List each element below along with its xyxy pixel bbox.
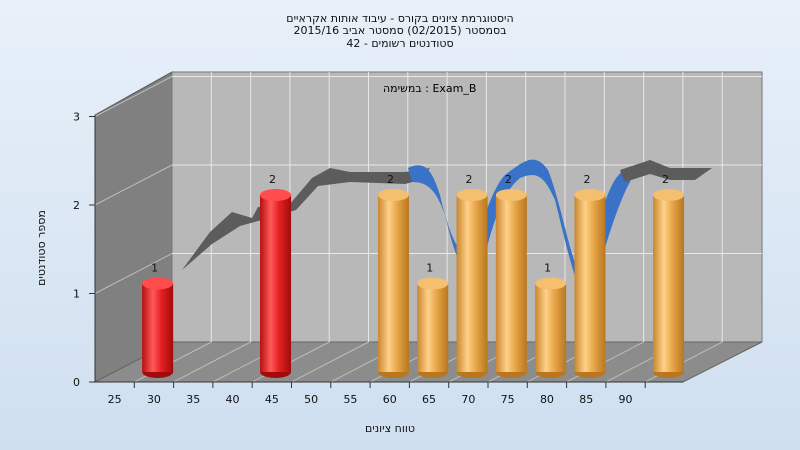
bar-body [142, 283, 174, 372]
x-tick-label: 25 [108, 393, 122, 406]
y-tick-label: 3 [73, 111, 80, 124]
bar-top [456, 189, 488, 201]
bar-cylinder: 2 [260, 173, 292, 378]
x-tick-label: 50 [304, 393, 318, 406]
bar-value-label: 1 [544, 262, 551, 275]
bar-cylinder: 1 [142, 262, 174, 378]
bar-body [456, 195, 488, 372]
y-tick-label: 0 [73, 376, 80, 389]
bar-cylinder: 2 [653, 173, 685, 378]
grid-line-wall [94, 76, 173, 117]
bar-cylinder: 2 [377, 173, 409, 378]
bar-value-label: 2 [583, 173, 590, 186]
x-tick-label: 45 [265, 393, 279, 406]
bar-body [417, 283, 449, 372]
bar-value-label: 1 [151, 262, 158, 275]
y-axis-label: מספר סטודנטים [35, 210, 48, 286]
bar-body [574, 195, 606, 372]
bar-value-label: 1 [426, 262, 433, 275]
x-tick-label: 60 [383, 393, 397, 406]
x-axis-ticks: 25 30 35 40 45 50 55 60 65 70 75 80 85 90 [108, 382, 646, 406]
trend-ribbon-tail [620, 160, 712, 182]
title-line-1: היסטוגרמת ציונים בקורס - עיבוד אותות אקר… [286, 12, 514, 25]
y-tick-label: 2 [73, 199, 80, 212]
bar-top [574, 189, 606, 201]
bar-value-label: 2 [505, 173, 512, 186]
grid-line-wall [94, 253, 173, 294]
bar-cylinder: 2 [495, 173, 527, 378]
bar-top [495, 189, 527, 201]
bars: 1 2 2 1 2 2 1 2 2 [142, 173, 685, 378]
x-tick-label: 65 [422, 393, 436, 406]
x-axis-label: טווח ציונים [365, 422, 415, 435]
bar-value-label: 2 [387, 173, 394, 186]
bar-cylinder: 2 [456, 173, 488, 378]
bar-value-label: 2 [269, 173, 276, 186]
grid-line-floor [291, 341, 369, 383]
y-axis-ticks: 0 1 2 3 [73, 111, 95, 389]
bar-top [417, 277, 449, 290]
bar-body [535, 283, 567, 372]
bar-value-label: 2 [662, 173, 669, 186]
bar-value-label: 2 [466, 173, 473, 186]
bar-cylinder: 1 [535, 262, 567, 378]
bar-top [142, 277, 174, 290]
x-tick-label: 75 [501, 393, 515, 406]
bar-body [653, 195, 685, 372]
grid-line-floor [173, 341, 251, 383]
x-tick-label: 30 [147, 393, 161, 406]
bar-body [377, 195, 409, 372]
trend-ribbon-dark [182, 168, 430, 270]
bar-top [653, 189, 685, 201]
bar-body [495, 195, 527, 372]
bar-top [377, 189, 409, 201]
x-tick-label: 35 [186, 393, 200, 406]
x-tick-label: 55 [343, 393, 357, 406]
bar-cylinder: 1 [417, 262, 449, 378]
bar-top [260, 189, 292, 201]
bar-cylinder: 2 [574, 173, 606, 378]
x-tick-label: 70 [461, 393, 475, 406]
chart-subtitle: במשימה : Exam_B [383, 82, 477, 95]
bar-top [535, 277, 567, 290]
x-tick-label: 80 [540, 393, 554, 406]
grid-line-wall [94, 164, 173, 206]
title-line-2: בסמסטר (02/2015) סמסטר אביב 2015/16 [293, 24, 507, 37]
bar-body [260, 195, 292, 372]
x-tick-label: 40 [226, 393, 240, 406]
x-tick-label: 85 [579, 393, 593, 406]
title-line-3: סטודנטים רשומים - 42 [346, 37, 454, 50]
x-tick-label: 90 [619, 393, 633, 406]
y-tick-label: 1 [73, 288, 80, 301]
